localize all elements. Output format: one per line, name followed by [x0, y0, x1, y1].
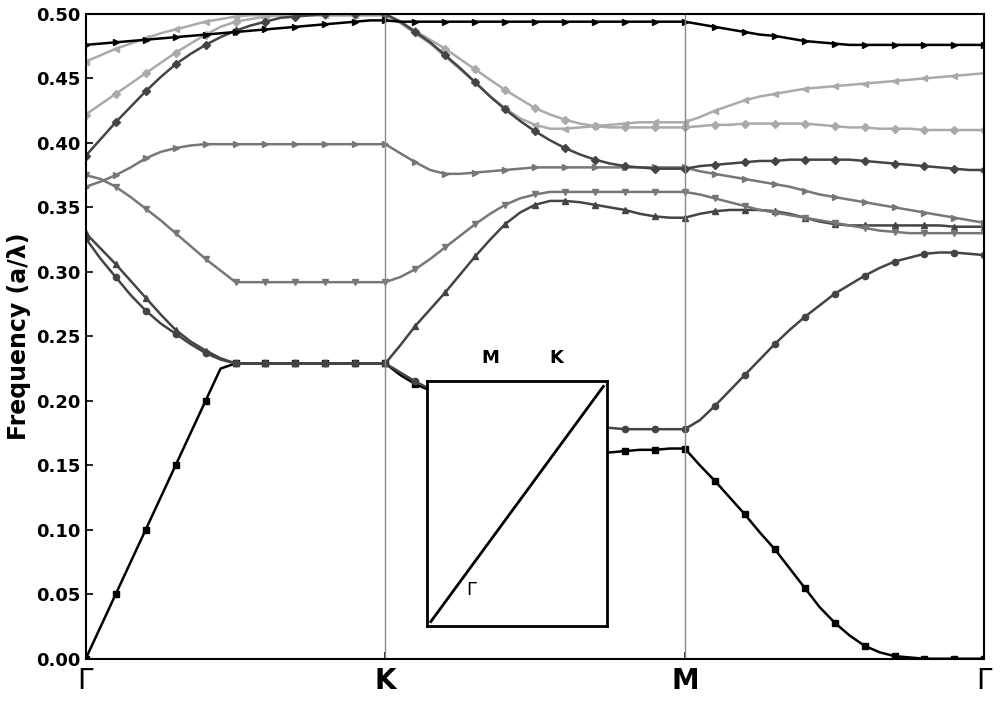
Y-axis label: Frequency (a/λ): Frequency (a/λ)	[7, 232, 31, 440]
